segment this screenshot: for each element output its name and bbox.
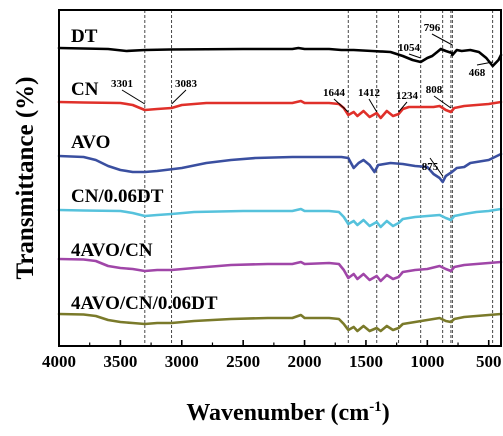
reference-lines <box>144 10 494 346</box>
y-axis-label: Transmittance (%) <box>12 77 39 280</box>
series-label-4avo-cn-0-06dt: 4AVO/CN/0.06DT <box>71 293 218 314</box>
peak-arrow-875 <box>429 157 444 177</box>
peak-label-1234: 1234 <box>396 90 419 102</box>
series-label-cn: CN <box>71 79 99 100</box>
peak-arrow-3301 <box>121 89 146 105</box>
peak-arrow-808 <box>433 95 452 109</box>
series-label-dt: DT <box>71 26 98 47</box>
x-axis-label-superscript: -1 <box>369 399 382 415</box>
peak-arrow-1412 <box>368 98 378 113</box>
x-tick-label-500: 500 <box>476 352 502 371</box>
series-group <box>57 46 503 333</box>
peak-arrow-1644 <box>333 98 349 113</box>
x-axis-label-main: Wavenumber (cm <box>186 400 369 426</box>
peak-label-468: 468 <box>469 67 486 79</box>
x-axis-label-tail: ) <box>382 400 390 426</box>
x-tick-label-1500: 1500 <box>349 352 383 371</box>
x-tick-label-2000: 2000 <box>288 352 322 371</box>
peak-label-3301: 3301 <box>111 78 133 90</box>
series-line-4avo-cn-0-06dt <box>57 312 503 333</box>
x-tick-label-2500: 2500 <box>226 352 260 371</box>
x-tick-label-1000: 1000 <box>410 352 444 371</box>
plot-frame <box>58 9 502 347</box>
series-line-dt <box>57 46 503 68</box>
peak-label-1412: 1412 <box>358 87 381 99</box>
peak-arrow-3083 <box>171 89 187 105</box>
peak-label-1054: 1054 <box>398 42 421 54</box>
peak-arrow-1054 <box>408 53 421 59</box>
series-line-cn-0-06dt <box>57 207 503 229</box>
x-tick-label-3500: 3500 <box>103 352 137 371</box>
series-labels: DT CN AVO CN/0.06DT 4AVO/CN 4AVO/CN/0.06DT <box>71 26 218 314</box>
series-label-cn-0-06dt: CN/0.06DT <box>71 186 164 207</box>
x-axis-label: Wavenumber (cm-1) <box>186 399 389 426</box>
peak-arrow-796 <box>431 33 453 46</box>
series-line-cn <box>57 99 503 120</box>
peak-arrow-468 <box>476 61 493 66</box>
peak-arrow-1234 <box>398 101 408 113</box>
x-tick-label-3000: 3000 <box>165 352 199 371</box>
x-tick-label-4000: 4000 <box>42 352 76 371</box>
peak-label-3083: 3083 <box>175 78 198 90</box>
peak-label-1644: 1644 <box>323 87 346 99</box>
series-label-4avo-cn: 4AVO/CN <box>71 240 153 261</box>
peak-label-808: 808 <box>426 84 443 96</box>
x-axis-ticks: 4000 3500 3000 2500 2000 1500 1000 500 <box>42 340 501 371</box>
series-line-avo <box>57 152 503 184</box>
series-label-avo: AVO <box>71 132 110 153</box>
peak-label-796: 796 <box>424 22 441 34</box>
series-line-4avo-cn <box>57 257 503 283</box>
